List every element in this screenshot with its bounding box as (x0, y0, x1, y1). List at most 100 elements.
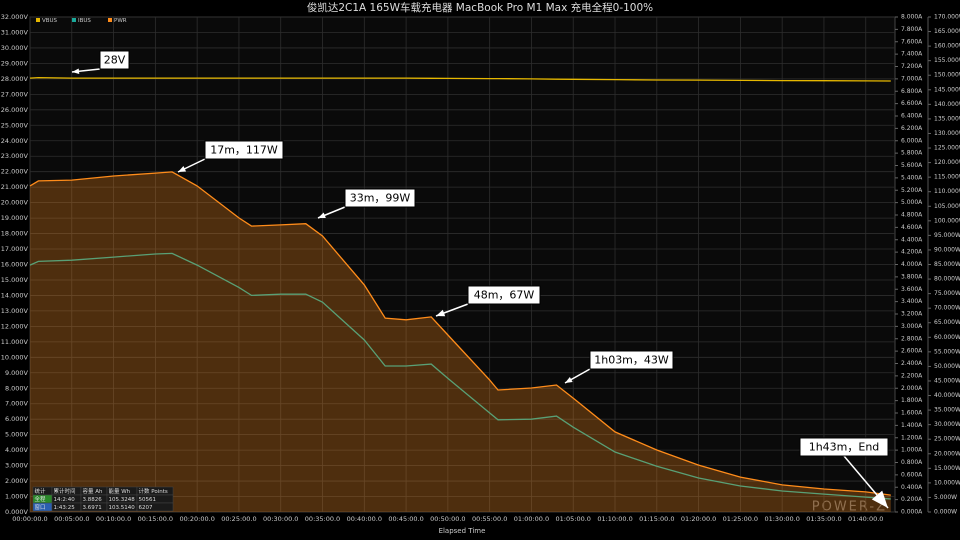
annotation-label: 28V (104, 54, 126, 67)
y3-tick-label: 135.000W (934, 115, 960, 122)
x-tick-label: 00:20:00.0 (179, 515, 214, 523)
y-tick-label: 20.000V (1, 199, 29, 207)
table-text: 105.3248 (109, 497, 136, 503)
annotation-arrowhead (318, 212, 326, 218)
y-tick-label: 9.000V (5, 369, 29, 377)
y-tick-label: 17.000V (1, 245, 29, 253)
y2-tick-label: 6.200A (901, 125, 923, 132)
x-tick-label: 01:05:00.0 (556, 515, 591, 523)
y2-tick-label: 0.000A (901, 509, 923, 516)
y2-tick-label: 2.000A (901, 385, 923, 392)
x-tick-label: 01:15:00.0 (639, 515, 674, 523)
y-tick-label: 18.000V (1, 230, 29, 238)
x-tick-label: 00:50:00.0 (430, 515, 465, 523)
y3-tick-label: 20.000W (934, 450, 960, 457)
annotation-box (589, 350, 674, 370)
legend-label: VBUS (42, 18, 58, 24)
annotation-arrowhead (178, 166, 187, 172)
y-tick-label: 30.000V (1, 44, 29, 52)
y3-tick-label: 55.000W (934, 348, 960, 355)
y-tick-label: 11.000V (1, 338, 29, 346)
x-tick-label: 00:25:00.0 (221, 515, 256, 523)
y2-tick-label: 4.000A (901, 261, 923, 268)
y2-tick-label: 7.000A (901, 75, 923, 82)
x-axis-title: Elapsed Time (439, 527, 486, 535)
y2-tick-label: 3.200A (901, 311, 923, 318)
annotation-arrowhead (871, 490, 888, 508)
annotation-box (204, 140, 284, 160)
annotation-label: 17m，117W (210, 144, 278, 157)
y2-tick-label: 3.600A (901, 286, 923, 293)
y2-tick-label: 1.400A (901, 422, 923, 429)
y2-tick-label: 5.000A (901, 199, 923, 206)
annotation-box (467, 285, 541, 305)
y3-tick-label: 95.000W (934, 232, 960, 239)
y3-tick-label: 120.000W (934, 159, 960, 166)
table-text: 3.6971 (83, 505, 102, 511)
table-text: 窗口 (35, 503, 46, 511)
y2-tick-label: 7.800A (901, 26, 923, 33)
y3-tick-label: 45.000W (934, 377, 960, 384)
y2-tick-label: 2.600A (901, 348, 923, 355)
y3-tick-label: 40.000W (934, 392, 960, 399)
x-tick-label: 01:40:00.0 (848, 515, 883, 523)
x-tick-label: 00:40:00.0 (347, 515, 382, 523)
x-tick-label: 01:35:00.0 (806, 515, 841, 523)
legend-swatch (108, 18, 112, 22)
y3-tick-label: 90.000W (934, 246, 960, 253)
y3-tick-label: 165.000W (934, 28, 960, 35)
y2-tick-label: 1.200A (901, 434, 923, 441)
legend-label: IBUS (78, 18, 91, 24)
x-tick-label: 00:30:00.0 (263, 515, 298, 523)
y2-tick-label: 4.200A (901, 249, 923, 256)
table-text: 累计时间 (54, 487, 76, 495)
series-line (29, 252, 891, 500)
y-tick-label: 31.000V (1, 28, 29, 36)
x-tick-label: 00:35:00.0 (305, 515, 340, 523)
annotation-label: 1h03m，43W (594, 354, 669, 367)
annotation-arrowhead (436, 309, 446, 317)
table-text: 统计 (35, 487, 47, 495)
y3-tick-label: 125.000W (934, 145, 960, 152)
y3-tick-label: 170.000W (934, 14, 960, 21)
y2-tick-label: 7.200A (901, 63, 923, 70)
chart-title: 俊凯达2C1A 165W车载充电器 MacBook Pro M1 Max 充电全… (307, 1, 653, 14)
y3-tick-label: 80.000W (934, 276, 960, 283)
y-tick-label: 27.000V (1, 90, 29, 98)
y3-tick-label: 155.000W (934, 57, 960, 64)
y3-tick-label: 145.000W (934, 86, 960, 93)
y3-tick-label: 100.000W (934, 217, 960, 224)
y2-tick-label: 6.800A (901, 88, 923, 95)
y3-tick-label: 30.000W (934, 421, 960, 428)
x-tick-label: 00:10:00.0 (96, 515, 131, 523)
x-tick-label: 00:55:00.0 (472, 515, 507, 523)
y-tick-label: 26.000V (1, 106, 29, 114)
y3-tick-label: 35.000W (934, 407, 960, 414)
y-tick-label: 7.000V (5, 400, 29, 408)
y-tick-label: 23.000V (1, 152, 29, 160)
y-tick-label: 29.000V (1, 59, 29, 67)
table-text: 能量 Wh (109, 487, 131, 495)
annotation-label: 48m，67W (474, 289, 535, 302)
y3-tick-label: 65.000W (934, 319, 960, 326)
y-tick-label: 16.000V (1, 261, 29, 269)
annotation-label: 33m，99W (350, 192, 411, 205)
x-tick-label: 01:25:00.0 (723, 515, 758, 523)
series-line (29, 76, 891, 82)
table-text: 103.5140 (109, 505, 136, 511)
y2-tick-label: 4.800A (901, 212, 923, 219)
legend-swatch (72, 18, 76, 22)
y2-tick-label: 2.800A (901, 335, 923, 342)
y2-tick-label: 5.200A (901, 187, 923, 194)
y2-tick-label: 1.000A (901, 447, 923, 454)
y2-tick-label: 5.400A (901, 174, 923, 181)
y-tick-label: 8.000V (5, 384, 29, 392)
area (30, 171, 891, 512)
y3-tick-label: 140.000W (934, 101, 960, 108)
y3-tick-label: 110.000W (934, 188, 960, 195)
y3-tick-label: 105.000W (934, 203, 960, 210)
y-tick-label: 19.000V (1, 214, 29, 222)
y2-tick-label: 0.200A (901, 496, 923, 503)
y2-tick-label: 4.600A (901, 224, 923, 231)
y-tick-label: 3.000V (5, 462, 29, 470)
